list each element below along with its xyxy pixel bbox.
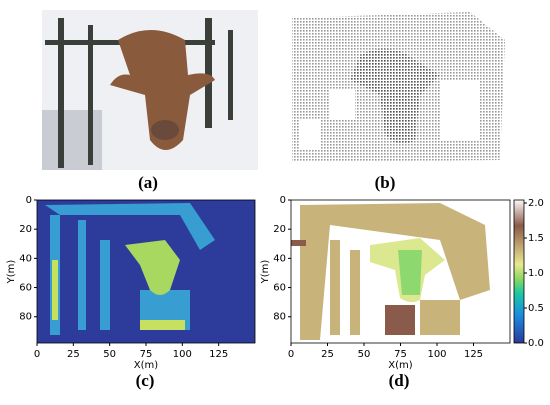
y-tick-label: 0: [280, 195, 286, 206]
colorbar-tick-label: 0.0: [528, 338, 544, 349]
x-tick-label: 75: [140, 349, 153, 360]
x-tick-label: 100: [173, 349, 192, 360]
caption: (c): [136, 371, 155, 390]
y-tick-label: 0: [26, 195, 32, 206]
x-axis-label: X(m): [134, 360, 158, 371]
heatmap: [37, 200, 255, 343]
x-tick-label: 25: [321, 349, 334, 360]
y-axis-label: Y(m): [260, 260, 271, 285]
x-tick-label: 50: [103, 349, 116, 360]
y-tick-label: 20: [19, 224, 32, 235]
x-tick-label: 0: [288, 349, 294, 360]
photo: [42, 10, 258, 170]
point-cloud: [292, 12, 505, 162]
x-tick-label: 50: [358, 349, 371, 360]
x-tick-label: 125: [209, 349, 228, 360]
caption: (d): [389, 371, 410, 390]
y-tick-label: 80: [273, 312, 286, 323]
colorbar-tick-label: 1.0: [528, 268, 544, 279]
x-tick-label: 25: [67, 349, 80, 360]
caption: (a): [138, 173, 158, 192]
colorbar-tick-label: 2.0: [528, 198, 544, 209]
y-tick-label: 40: [273, 253, 286, 264]
heatmap: [291, 200, 510, 343]
colorbar: [513, 199, 525, 344]
colorbar-tick-label: 0.5: [528, 303, 544, 314]
x-axis-label: X(m): [388, 360, 412, 371]
y-tick-label: 60: [19, 283, 32, 294]
y-tick-label: 80: [19, 312, 32, 323]
x-tick-label: 75: [394, 349, 407, 360]
caption: (b): [375, 173, 396, 192]
y-tick-label: 60: [273, 283, 286, 294]
x-tick-label: 125: [464, 349, 483, 360]
colorbar-tick-label: 1.5: [528, 233, 544, 244]
y-axis-label: Y(m): [6, 260, 17, 285]
y-tick-label: 40: [19, 253, 32, 264]
y-tick-label: 20: [273, 224, 286, 235]
x-tick-label: 100: [427, 349, 446, 360]
x-tick-label: 0: [34, 349, 40, 360]
